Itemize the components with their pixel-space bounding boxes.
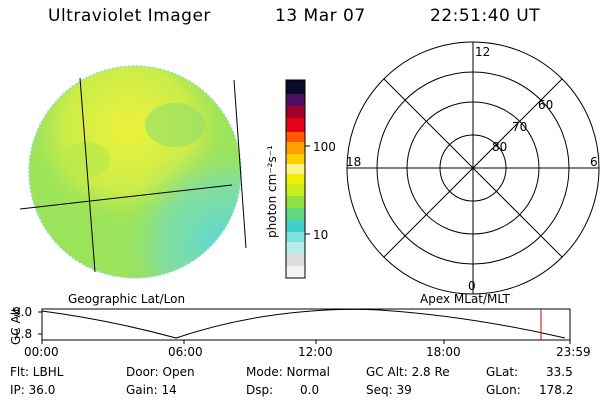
glon-value: 178.2 [539,383,574,397]
geographic-label: Geographic Lat/Lon [68,292,186,306]
mlt-label-18: 18 [346,155,362,169]
earth-disk-image [29,66,241,278]
time-tick-0000: 00:00 [24,345,59,359]
mlat-label-80: 80 [492,140,508,154]
time-tick-1800: 18:00 [426,345,461,359]
dsp-value: 0.0 [300,383,320,397]
gain-label: Gain: 14 [126,383,177,397]
altitude-ytick-1-8: 1.8 [13,327,33,341]
filter-label: Flt: LBHL [10,365,64,379]
apex-label: Apex MLat/MLT [420,292,510,306]
mlt-label-0: 0 [468,279,476,293]
door-label: Door: Open [126,365,195,379]
time-label: 22:51:40 UT [430,6,541,26]
time-tick-0600: 06:00 [168,345,203,359]
mlat-label-70: 70 [512,120,528,134]
date-label: 13 Mar 07 [275,6,366,26]
colorbar-tick-100: 100 [313,140,336,154]
colorbar-tick-10: 10 [313,228,329,242]
colorbar-ticks [305,145,310,235]
time-tick-1200: 12:00 [298,345,333,359]
time-tick-2359: 23:59 [556,345,591,359]
mode-label: Mode: Normal [246,365,330,379]
altitude-curve [41,308,566,339]
altitude-ticks [38,311,571,344]
glat-value: 33.5 [546,365,573,379]
mlat-label-60: 60 [538,98,554,112]
colorbar-segments [286,80,305,278]
glat-label: GLat: [486,365,519,379]
mlt-label-12: 12 [475,45,491,59]
ip-label: IP: 36.0 [10,383,56,397]
mlt-label-6: 6 [590,155,598,169]
dsp-label: Dsp: [246,383,274,397]
geographic-grid-lines [19,77,247,273]
polar-spokes [347,42,599,294]
glon-label: GLon: [486,383,521,397]
seq-label: Seq: 39 [366,383,412,397]
gc-alt-label: GC Alt: 2.8 Re [366,365,450,379]
altitude-ytick-9: 9.0 [13,305,33,319]
instrument-title: Ultraviolet Imager [48,6,211,26]
